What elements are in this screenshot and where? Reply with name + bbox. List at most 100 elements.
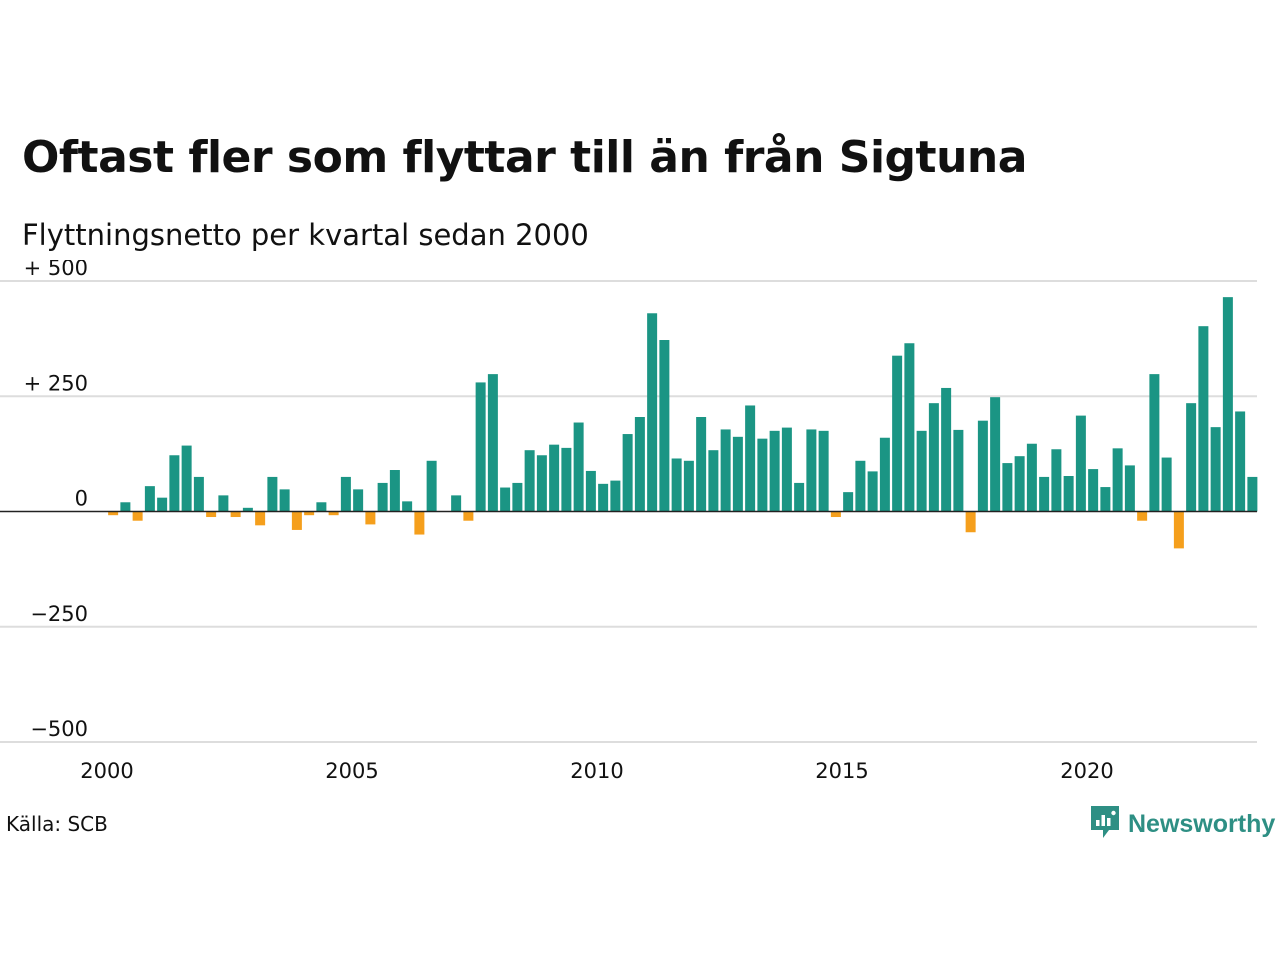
bar — [867, 471, 878, 512]
bars — [108, 297, 1258, 549]
bar — [500, 487, 511, 512]
bar — [683, 460, 694, 512]
bar — [1173, 511, 1184, 549]
bar — [953, 429, 964, 512]
bar — [1161, 457, 1172, 512]
x-tick-label: 2020 — [1060, 759, 1113, 783]
bar — [1063, 476, 1074, 512]
bar — [585, 470, 596, 512]
x-tick-label: 2005 — [325, 759, 378, 783]
bar — [757, 438, 768, 512]
x-tick-label: 2015 — [815, 759, 868, 783]
bar — [304, 511, 315, 516]
bar — [879, 437, 890, 512]
bar — [941, 387, 952, 512]
axes: + 500 + 250 0 −250 −500 2000 2005 2010 2015 2020 — [0, 260, 1257, 783]
bar — [549, 444, 560, 512]
bar — [181, 445, 192, 512]
bar — [536, 455, 547, 512]
bar — [340, 476, 351, 512]
bar — [279, 489, 290, 512]
bar — [1026, 443, 1037, 512]
newsworthy-logo[interactable]: Newsworthy — [1088, 804, 1275, 844]
y-tick-label: + 500 — [24, 260, 88, 280]
bar — [193, 476, 204, 512]
chart-title: Oftast fler som flyttar till än från Sig… — [22, 132, 1027, 183]
bar — [451, 495, 462, 512]
bar — [928, 403, 939, 512]
bar — [1137, 511, 1148, 521]
bar — [892, 355, 903, 512]
bar — [965, 511, 976, 533]
bar — [720, 429, 731, 512]
bar — [377, 482, 388, 512]
bar — [230, 511, 241, 518]
bar — [218, 495, 229, 512]
bar — [659, 340, 670, 512]
bar — [144, 486, 155, 512]
bar — [1112, 448, 1123, 512]
bar — [316, 502, 327, 512]
bar — [206, 511, 217, 518]
y-tick-label: −500 — [30, 717, 88, 741]
bar — [696, 417, 707, 512]
bar — [291, 511, 302, 530]
bar — [1222, 297, 1233, 512]
y-tick-label: + 250 — [24, 371, 88, 395]
bar — [414, 511, 425, 535]
bar — [255, 511, 266, 526]
bar — [108, 511, 119, 516]
x-tick-label: 2010 — [570, 759, 623, 783]
bar — [573, 422, 584, 512]
bar — [1075, 415, 1086, 512]
bar — [426, 460, 437, 512]
bar — [769, 430, 780, 512]
bar — [475, 382, 486, 512]
bar — [977, 420, 988, 512]
source-note: Källa: SCB — [6, 812, 108, 836]
bar — [1002, 463, 1013, 512]
chart-subtitle: Flyttningsnetto per kvartal sedan 2000 — [22, 218, 589, 252]
gridlines — [0, 280, 1257, 743]
bar — [524, 450, 535, 512]
bar — [487, 374, 498, 512]
bar — [1247, 476, 1258, 512]
bar — [353, 489, 364, 512]
bar — [512, 482, 523, 512]
bar — [622, 434, 633, 512]
bar — [1124, 465, 1135, 512]
bar — [830, 511, 841, 518]
bar — [671, 458, 682, 512]
bar — [904, 343, 915, 512]
bar — [708, 450, 719, 512]
x-tick-label: 2000 — [80, 759, 133, 783]
bar — [1198, 326, 1209, 512]
bar — [463, 511, 474, 521]
bar — [402, 501, 413, 512]
y-tick-label: −250 — [30, 602, 88, 626]
bar — [610, 480, 621, 512]
bar — [328, 511, 339, 516]
bar — [1235, 411, 1246, 512]
bar — [1149, 374, 1160, 512]
bar — [1186, 403, 1197, 512]
bar — [132, 511, 143, 521]
bar — [855, 460, 866, 512]
bar — [389, 470, 400, 512]
bar — [1051, 449, 1062, 512]
bar — [806, 429, 817, 512]
bar — [1039, 476, 1050, 512]
bar — [169, 455, 180, 512]
bar — [598, 483, 609, 512]
bar — [818, 430, 829, 512]
bar — [745, 405, 756, 512]
bar — [561, 447, 572, 512]
bar — [794, 482, 805, 512]
bar — [781, 427, 792, 512]
bar — [916, 430, 927, 512]
bar — [732, 436, 743, 512]
bar-chart: + 500 + 250 0 −250 −500 2000 2005 2010 2015 2020 — [0, 260, 1258, 783]
newsworthy-logo-icon — [1088, 804, 1122, 844]
bar — [1014, 456, 1025, 512]
bar — [647, 313, 658, 512]
